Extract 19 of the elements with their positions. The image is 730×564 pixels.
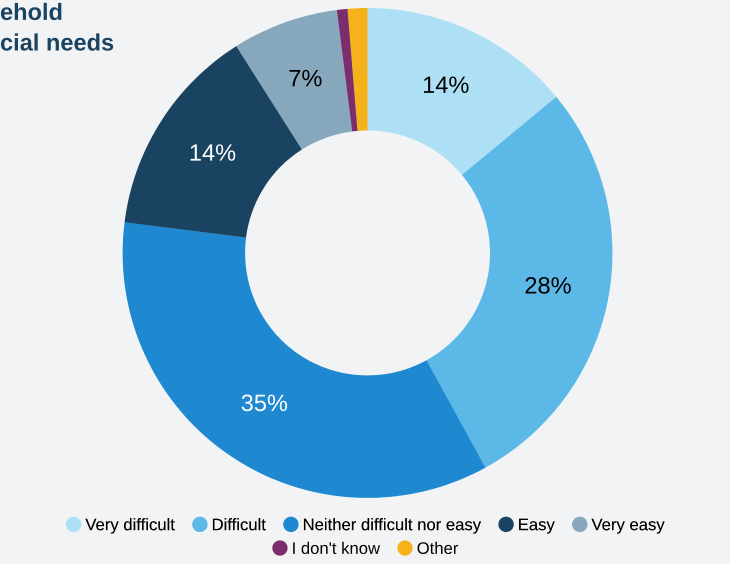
data-label: 28% [526, 276, 571, 294]
legend-label: Neither difficult nor easy [304, 518, 482, 534]
legend-label: Very easy [592, 518, 665, 534]
legend-label: Other [417, 542, 458, 554]
legend-label: I don't know [293, 542, 380, 554]
donut-slice [348, 8, 368, 131]
legend-label: Very difficult [85, 518, 175, 534]
donut-slice [368, 8, 556, 175]
data-label: 7% [289, 70, 322, 86]
legend-label: Easy [519, 518, 555, 534]
chart-title: ehold cial needs [0, 2, 114, 51]
data-label: 14% [190, 144, 236, 161]
data-label: 35% [242, 394, 288, 412]
data-label: 14% [424, 76, 469, 93]
donut-slice [336, 8, 358, 132]
donut-slice [122, 222, 486, 498]
donut-slice [236, 10, 352, 150]
legend-label: Difficult [212, 518, 266, 530]
donut-slice [426, 96, 612, 468]
